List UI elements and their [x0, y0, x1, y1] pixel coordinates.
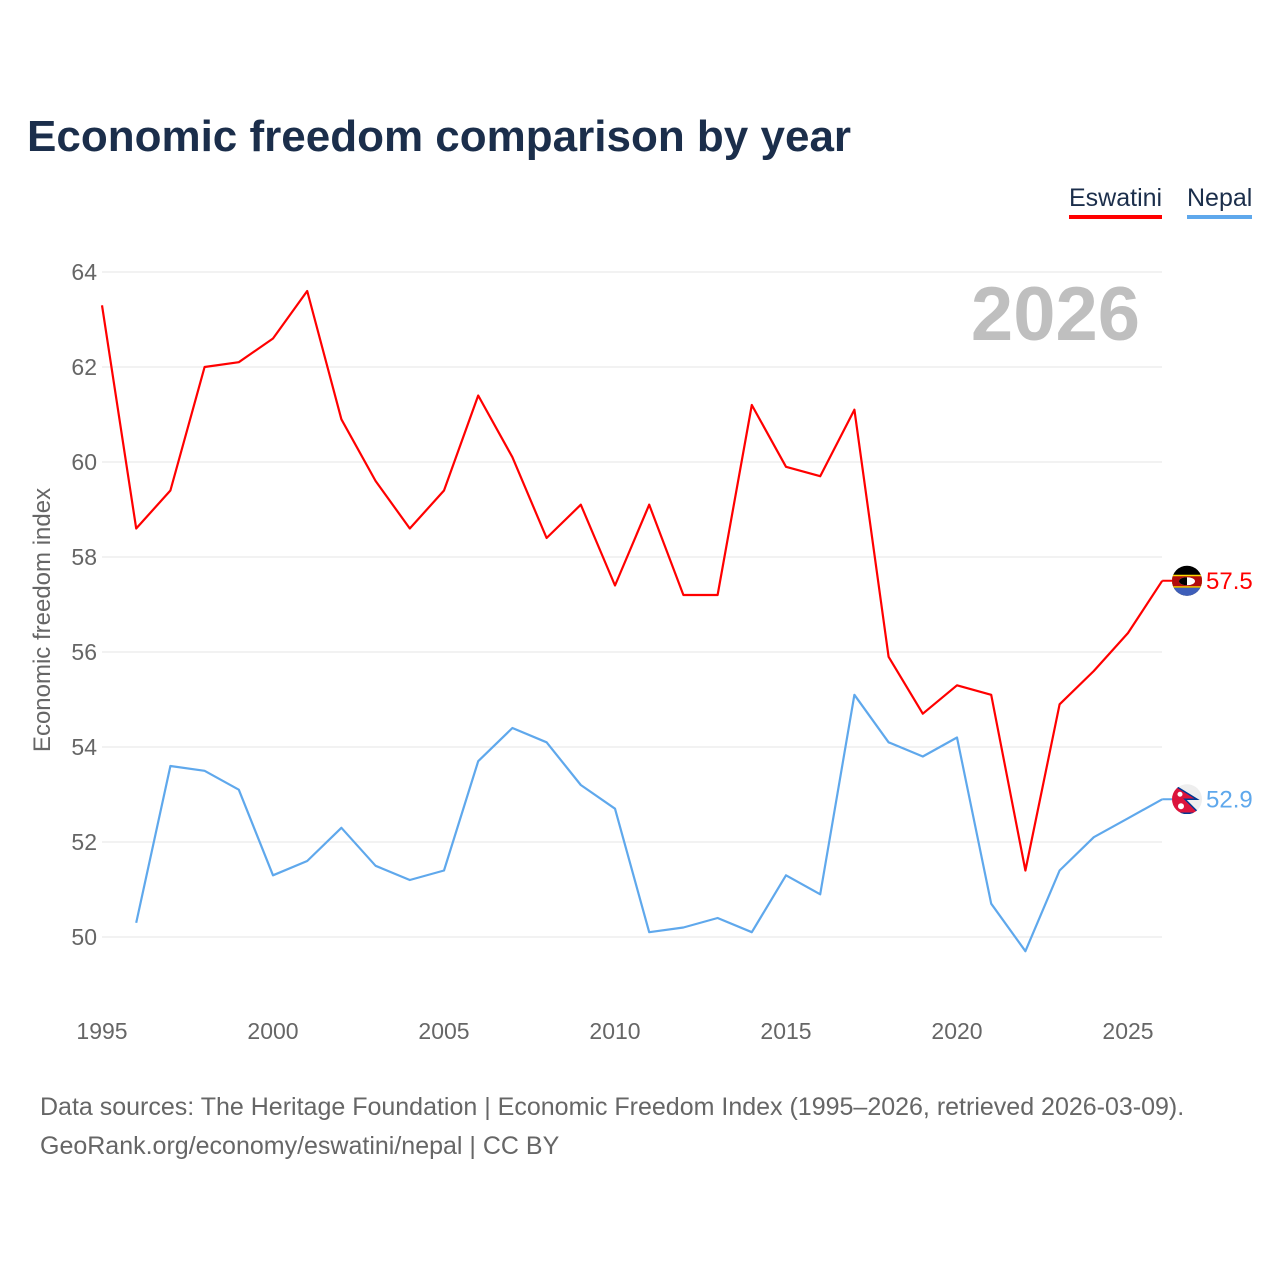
footer-sources: Data sources: The Heritage Foundation | … [40, 1093, 1185, 1121]
y-tick-label: 60 [71, 449, 97, 475]
x-tick-label: 2010 [589, 1018, 640, 1044]
x-tick-label: 1995 [76, 1018, 127, 1044]
eswatini-flag-icon [1172, 565, 1202, 596]
line-chart: 50 52 54 56 58 60 62 64 1995 2000 2005 2010 2015 2020… [29, 259, 1253, 1044]
flag-shield-dark [1179, 577, 1187, 586]
flag [1172, 565, 1202, 596]
y-tick-label: 58 [71, 544, 97, 570]
footer: Data sources: The Heritage Foundation | … [40, 1088, 1184, 1166]
x-tick-label: 2025 [1102, 1018, 1153, 1044]
y-tick-label: 56 [71, 639, 97, 665]
x-tick-label: 2015 [760, 1018, 811, 1044]
x-tick-label: 2005 [418, 1018, 469, 1044]
flag-pennant [1172, 784, 1201, 814]
legend-eswatini[interactable]: Eswatini [1069, 184, 1163, 219]
flag-moon [1177, 791, 1183, 797]
year-watermark: 2026 [971, 272, 1140, 357]
end-value-label: 52.9 [1206, 786, 1253, 813]
x-tick-label: 2000 [247, 1018, 298, 1044]
end-value-label: 57.5 [1206, 568, 1253, 595]
flag [1172, 784, 1202, 815]
flag-blue [1172, 587, 1202, 596]
footer-credit[interactable]: GeoRank.org/economy/eswatini/nepal | CC … [40, 1132, 560, 1160]
nepal-flag-icon [1172, 784, 1202, 815]
y-tick-label: 64 [71, 259, 97, 285]
y-tick-label: 54 [71, 734, 97, 760]
y-axis-label: Economic freedom index [29, 488, 56, 752]
series-line-eswatini [100, 289, 1164, 872]
y-tick-label: 52 [71, 829, 97, 855]
flag-sun [1178, 803, 1184, 810]
y-tick-label: 50 [71, 924, 97, 950]
y-tick-label: 62 [71, 354, 97, 380]
legend-nepal[interactable]: Nepal [1187, 184, 1253, 219]
series-line-nepal [135, 693, 1163, 953]
chart-title: Economic freedom comparison by year [27, 112, 852, 161]
x-tick-label: 2020 [931, 1018, 982, 1044]
